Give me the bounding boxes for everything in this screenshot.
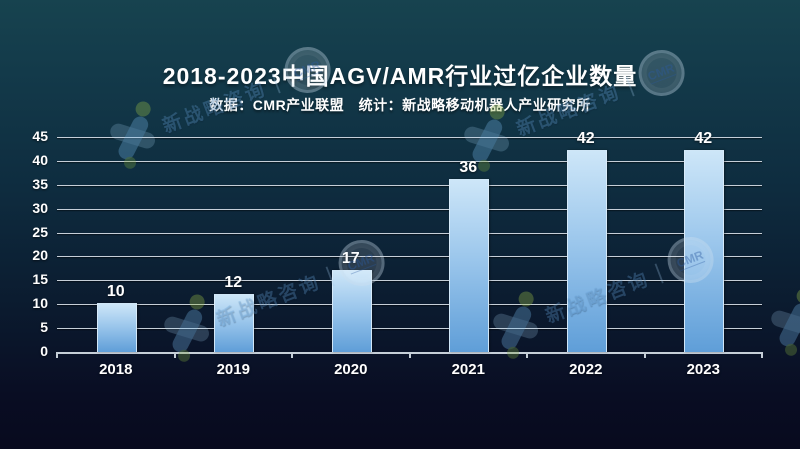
grid-line [57, 137, 762, 138]
grid-line [57, 232, 762, 234]
bar-value-label: 36 [459, 159, 478, 176]
brand-logo-watermark-icon [760, 286, 800, 358]
x-tick-label: 2022 [569, 361, 603, 378]
bar-value-label: 17 [341, 249, 360, 267]
grid-line [57, 304, 762, 306]
axis-tick [526, 352, 528, 358]
x-tick-label: 2019 [216, 361, 250, 378]
chart-title: 2018-2023中国AGV/AMR行业过亿企业数量 [162, 63, 638, 89]
grid-line [57, 256, 762, 258]
grid-line [57, 208, 762, 210]
y-tick-label: 40 [32, 151, 48, 168]
y-tick-label: 0 [40, 343, 48, 359]
y-tick-label: 25 [32, 223, 48, 240]
axis-tick [408, 352, 411, 358]
x-tick-label: 2021 [451, 361, 485, 378]
axis-tick [56, 352, 58, 358]
bar [331, 269, 372, 352]
bar-value-label: 42 [694, 130, 713, 148]
x-tick-label: 2020 [334, 361, 368, 378]
bar [449, 179, 490, 352]
plot-area: 10 12 17 36 42 42 [56, 130, 763, 358]
bar [684, 150, 725, 352]
y-tick-label: 15 [32, 271, 48, 288]
y-tick-label: 45 [32, 128, 48, 144]
grid-line [57, 160, 762, 162]
y-tick-label: 5 [40, 319, 48, 336]
bar [566, 150, 607, 352]
y-tick-label: 20 [32, 247, 48, 264]
chart-subtitle: 数据：CMR产业联盟 统计：新战略移动机器人产业研究所 [209, 97, 591, 113]
bar-value-label: 42 [576, 130, 595, 148]
bar-value-label: 10 [106, 283, 125, 301]
bar [214, 293, 255, 352]
axis-tick [761, 352, 763, 358]
axis-tick [643, 352, 646, 358]
axis-tick [173, 352, 176, 358]
brand-watermark-group-partial [760, 286, 800, 358]
grid-line [57, 184, 762, 186]
grid-line [57, 328, 762, 330]
bar-value-label: 12 [224, 273, 243, 291]
x-tick-label: 2018 [99, 361, 133, 378]
y-tick-label: 35 [32, 175, 48, 192]
y-tick-label: 10 [32, 295, 48, 312]
grid-line [57, 280, 762, 282]
x-tick-label: 2023 [686, 361, 720, 378]
y-tick-label: 30 [32, 199, 48, 216]
axis-tick [291, 352, 293, 358]
bar [96, 303, 137, 352]
